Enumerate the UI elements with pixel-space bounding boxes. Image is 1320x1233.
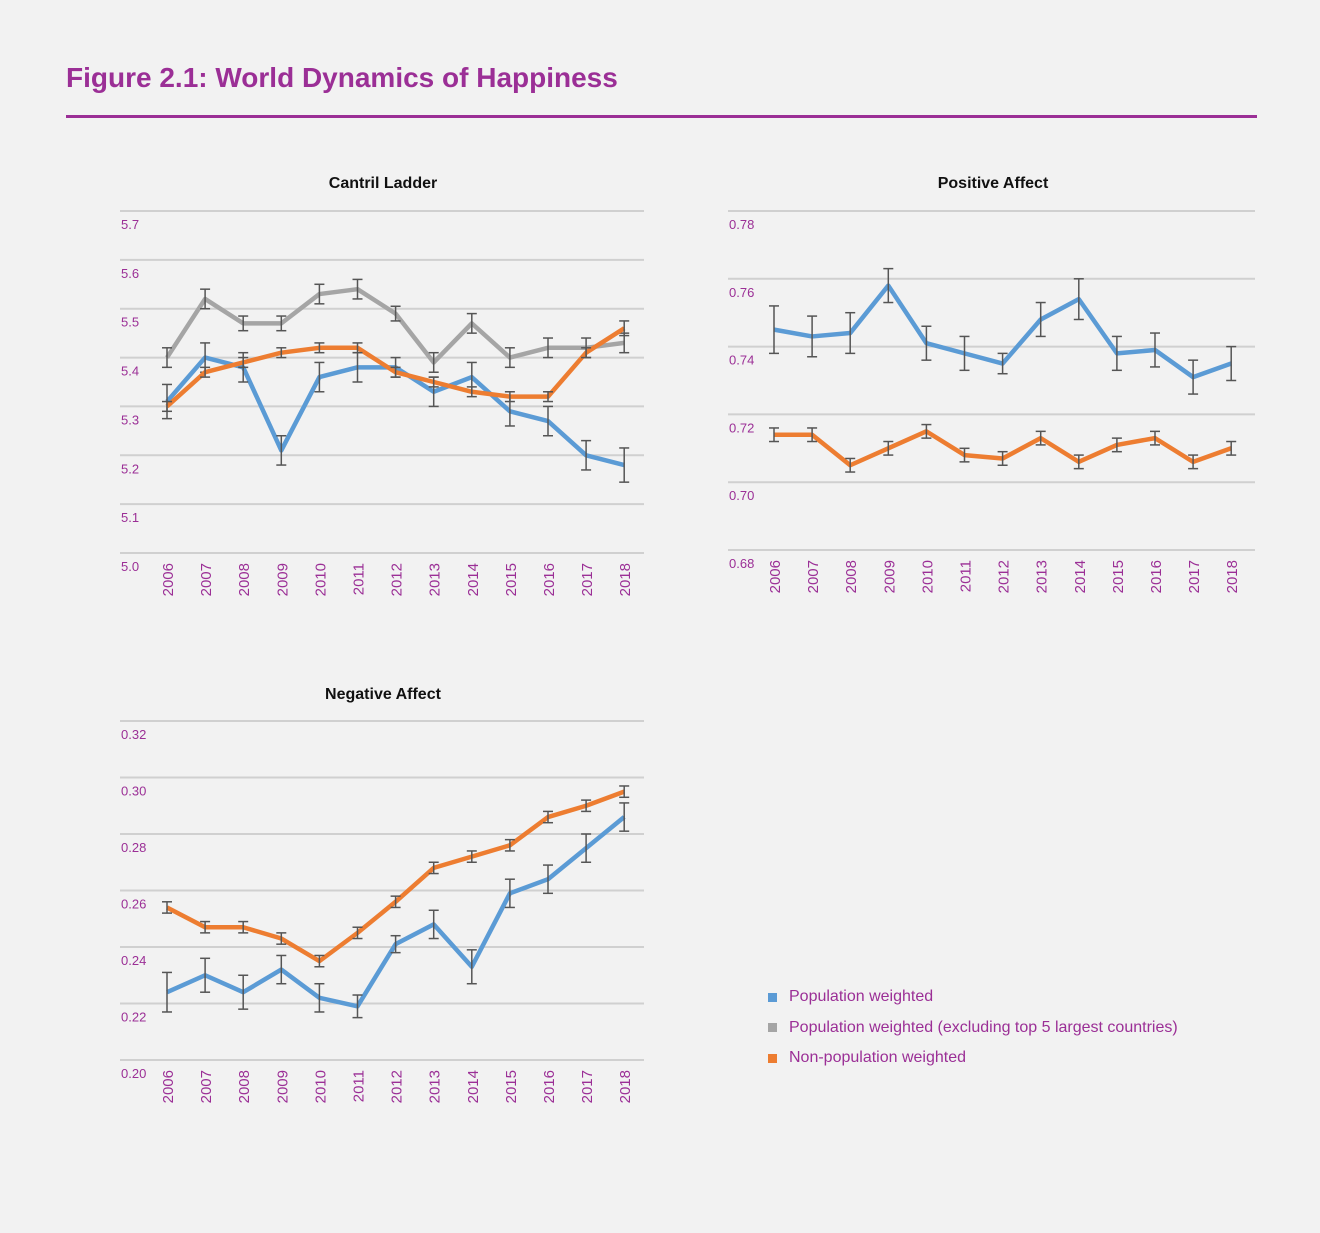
y-tick-label: 0.24: [121, 953, 146, 968]
x-tick-label: 2018: [617, 1070, 634, 1103]
x-tick-label: 2010: [312, 563, 329, 596]
x-tick-label: 2012: [389, 563, 406, 596]
x-tick-label: 2015: [503, 563, 520, 596]
x-tick-label: 2008: [236, 563, 253, 596]
y-tick-label: 0.72: [729, 420, 754, 435]
x-tick-label: 2013: [427, 1070, 444, 1103]
x-tick-label: 2007: [805, 560, 822, 593]
y-tick-label: 5.2: [121, 461, 139, 476]
chart-title: Cantril Ladder: [329, 175, 437, 192]
x-tick-label: 2014: [465, 563, 482, 596]
x-tick-label: 2014: [1072, 560, 1089, 593]
y-tick-label: 5.3: [121, 412, 139, 427]
y-tick-label: 0.32: [121, 727, 146, 742]
x-tick-label: 2015: [1110, 560, 1127, 593]
chart-title: Negative Affect: [325, 686, 442, 703]
x-tick-label: 2018: [617, 563, 634, 596]
x-tick-label: 2010: [919, 560, 936, 593]
series-line: [166, 815, 626, 1009]
legend-item: Non-population weighted: [768, 1043, 1178, 1074]
x-tick-label: 2008: [236, 1070, 253, 1103]
x-tick-label: 2011: [351, 1070, 368, 1102]
x-tick-label: 2015: [503, 1070, 520, 1103]
x-tick-label: 2017: [579, 563, 596, 596]
legend: Population weighted Population weighted …: [768, 982, 1178, 1074]
x-tick-label: 2007: [198, 1070, 215, 1103]
x-tick-label: 2017: [579, 1070, 596, 1103]
legend-swatch: [768, 1023, 777, 1033]
legend-swatch: [768, 1053, 777, 1063]
y-tick-label: 5.6: [121, 266, 139, 281]
legend-swatch: [768, 992, 777, 1002]
y-tick-label: 0.74: [729, 353, 754, 368]
x-tick-label: 2016: [541, 1070, 558, 1103]
x-tick-label: 2017: [1186, 560, 1203, 593]
y-tick-label: 5.4: [121, 364, 139, 379]
y-tick-label: 0.78: [729, 217, 754, 232]
x-tick-label: 2007: [198, 563, 215, 596]
legend-label: Non-population weighted: [789, 1049, 967, 1067]
x-tick-label: 2016: [1148, 560, 1165, 593]
x-tick-label: 2012: [996, 560, 1013, 593]
y-tick-label: 0.26: [121, 897, 146, 912]
x-tick-label: 2009: [274, 1070, 291, 1103]
series-line: [165, 286, 625, 365]
y-tick-label: 5.5: [121, 315, 139, 330]
y-tick-label: 0.70: [729, 488, 754, 503]
legend-item: Population weighted: [768, 982, 1178, 1013]
legend-label: Population weighted: [789, 988, 934, 1006]
x-tick-label: 2006: [160, 563, 177, 596]
figure-title: Figure 2.1: World Dynamics of Happiness: [66, 62, 618, 93]
y-tick-label: 0.30: [121, 784, 146, 799]
y-tick-label: 5.0: [121, 559, 139, 574]
x-tick-label: 2008: [843, 560, 860, 593]
y-tick-label: 0.28: [121, 840, 146, 855]
y-tick-label: 0.20: [121, 1066, 146, 1081]
x-tick-label: 2006: [160, 1070, 177, 1103]
y-tick-label: 0.68: [729, 556, 754, 571]
x-tick-label: 2013: [1034, 560, 1051, 593]
y-tick-label: 0.76: [729, 285, 754, 300]
x-tick-label: 2010: [312, 1070, 329, 1103]
legend-item: Population weighted (excluding top 5 lar…: [768, 1013, 1178, 1044]
x-tick-label: 2009: [274, 563, 291, 596]
chart-title: Positive Affect: [938, 175, 1049, 192]
x-tick-label: 2014: [465, 1070, 482, 1103]
x-tick-label: 2018: [1224, 560, 1241, 593]
legend-label: Population weighted (excluding top 5 lar…: [789, 1018, 1178, 1036]
y-tick-label: 5.1: [121, 510, 139, 525]
x-tick-label: 2016: [541, 563, 558, 596]
x-tick-label: 2006: [767, 560, 784, 593]
x-tick-label: 2011: [958, 560, 975, 592]
x-tick-label: 2011: [351, 563, 368, 595]
x-tick-label: 2009: [881, 560, 898, 593]
x-tick-label: 2012: [389, 1070, 406, 1103]
x-tick-label: 2013: [427, 563, 444, 596]
title-divider: [66, 115, 1257, 118]
y-tick-label: 5.7: [121, 217, 139, 232]
y-tick-label: 0.22: [121, 1010, 146, 1025]
